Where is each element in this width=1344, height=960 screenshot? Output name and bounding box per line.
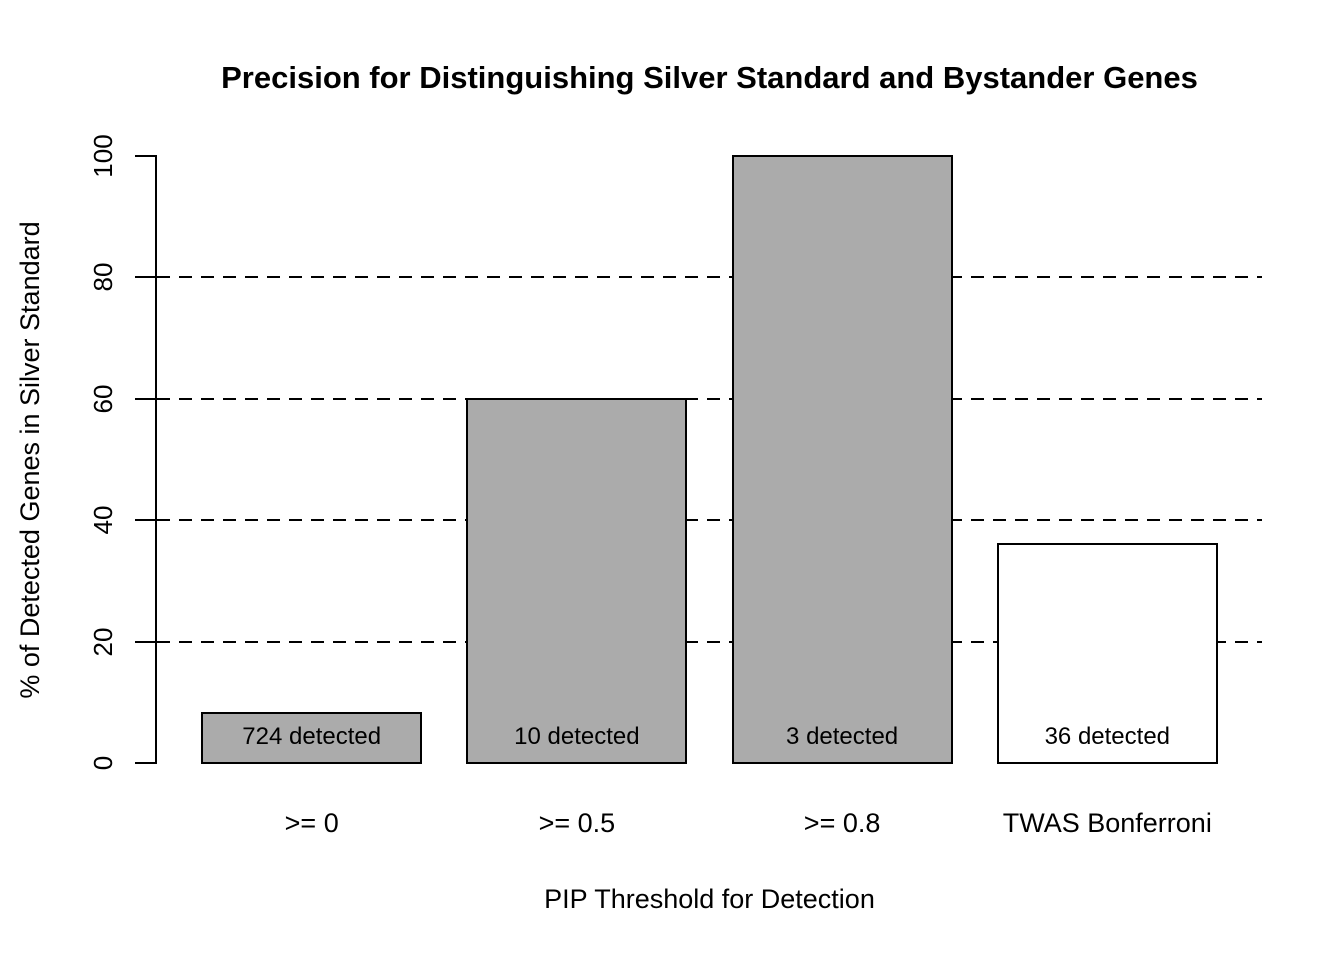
bar: 724 detected (201, 712, 423, 764)
bar-count-label: 724 detected (242, 722, 382, 750)
bar: 36 detected (996, 542, 1218, 764)
gridline (157, 397, 1262, 400)
y-tick-label: 20 (88, 627, 118, 657)
y-tick (135, 519, 155, 522)
y-tick-label: 60 (88, 384, 118, 414)
bar: 3 detected (731, 155, 953, 764)
x-category-label: >= 0.5 (538, 808, 616, 838)
y-tick (135, 762, 155, 764)
x-category-label: TWAS Bonferroni (1002, 808, 1212, 838)
bar: 10 detected (466, 397, 688, 764)
y-tick-label: 40 (88, 505, 118, 535)
gridline (157, 519, 1262, 522)
gridline (157, 640, 1262, 643)
bar-count-label: 10 detected (514, 722, 640, 750)
chart-title: Precision for Distinguishing Silver Stan… (221, 60, 1198, 95)
y-tick (135, 276, 155, 279)
x-axis-title: PIP Threshold for Detection (544, 884, 875, 914)
y-axis-title: % of Detected Genes in Silver Standard (15, 221, 45, 699)
y-tick (135, 397, 155, 400)
gridline (157, 276, 1262, 279)
x-category-label: >= 0 (284, 808, 339, 838)
x-category-label: >= 0.8 (803, 808, 881, 838)
bar-count-label: 3 detected (786, 723, 899, 750)
y-axis-line (155, 155, 157, 764)
y-tick-label: 100 (88, 134, 118, 178)
y-tick (135, 640, 155, 643)
y-tick-label: 0 (88, 755, 118, 771)
y-tick (135, 155, 155, 157)
bar-count-label: 36 detected (1044, 722, 1171, 750)
y-tick-label: 80 (88, 262, 118, 292)
